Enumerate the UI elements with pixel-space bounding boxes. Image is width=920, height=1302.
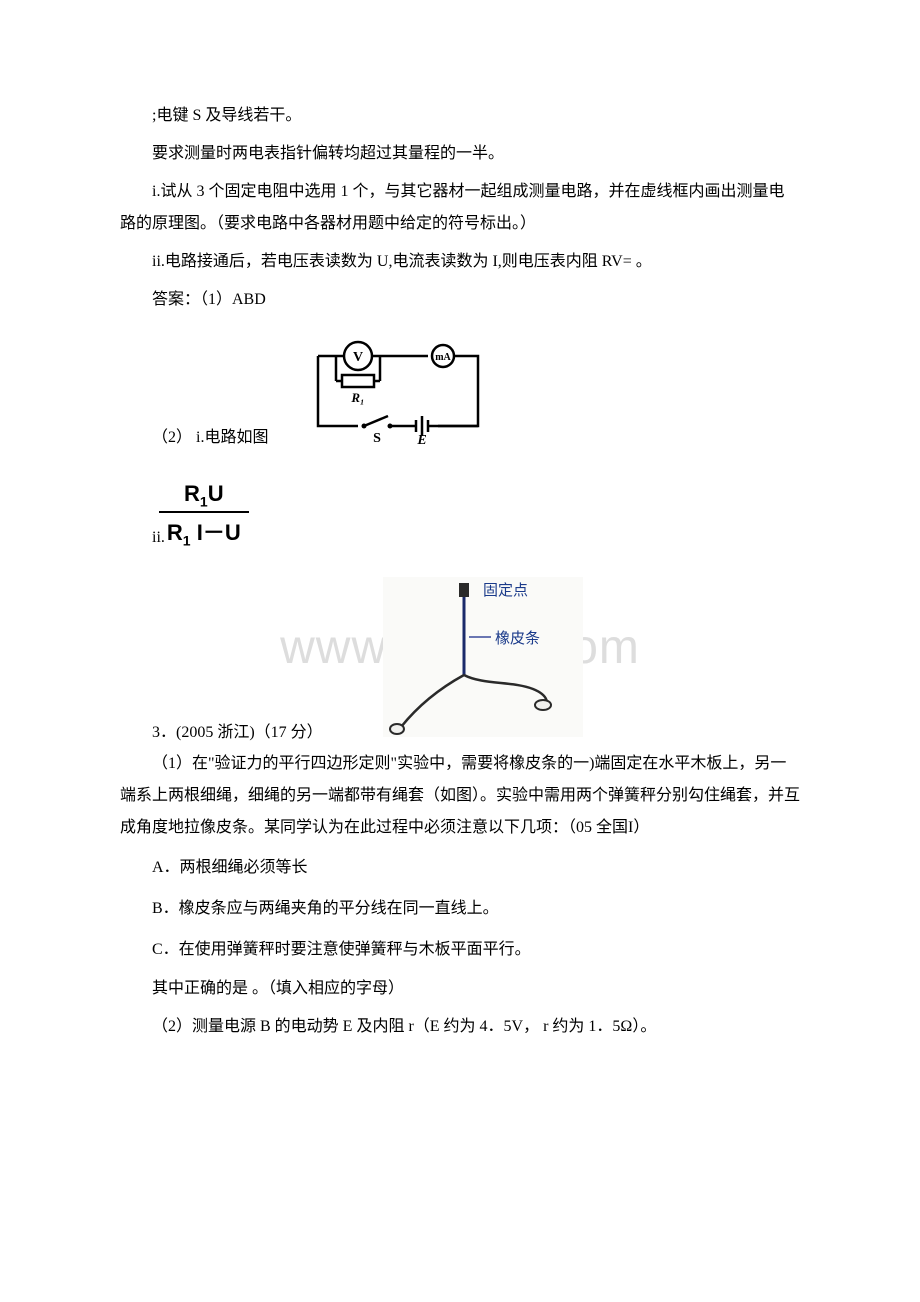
frac-u: U — [208, 481, 224, 506]
paragraph: ;电键 S 及导线若干。 — [120, 100, 800, 132]
rubber-band-label: 橡皮条 — [495, 630, 540, 647]
fraction-row: ii. R1U R1 I－U — [120, 481, 800, 547]
answer-line: 答案：（1）ABD — [120, 284, 800, 316]
battery-label: E — [417, 433, 427, 446]
option-b: B．橡皮条应与两绳夹角的平分线在同一直线上。 — [120, 891, 800, 926]
fixed-point-label: 固定点 — [483, 582, 528, 599]
switch-label: S — [374, 431, 382, 446]
frac-sub2: 1 — [183, 533, 191, 549]
rubber-diagram: 固定点 橡皮条 — [383, 577, 583, 742]
frac-sub: 1 — [200, 493, 208, 509]
paragraph: （2）测量电源 B 的电动势 E 及内阻 r（E 约为 4．5V， r 约为 1… — [120, 1011, 800, 1043]
paragraph: i.试从 3 个固定电阻中选用 1 个，与其它器材一起组成测量电路，并在虚线框内… — [120, 176, 800, 240]
paragraph: 其中正确的是 。（填入相应的字母） — [120, 973, 800, 1005]
frac-minus: － — [203, 520, 225, 545]
option-c: C．在使用弹簧秤时要注意使弹簧秤与木板平面平行。 — [120, 932, 800, 967]
paragraph: 要求测量时两电表指针偏转均超过其量程的一半。 — [120, 138, 800, 170]
fraction-numerator: R1U — [159, 481, 249, 513]
frac-r2: R — [167, 520, 183, 545]
circuit-label: （2） i.电路如图 — [120, 423, 268, 451]
frac-u2: U — [225, 520, 241, 545]
voltmeter-label: V — [353, 350, 363, 365]
fraction: R1U R1 I－U — [159, 481, 249, 549]
question-number: 3．(2005 浙江)（17 分） — [120, 718, 323, 742]
ammeter-label: mA — [436, 352, 452, 363]
paragraph: ii.电路接通后，若电压表读数为 U,电流表读数为 I,则电压表内阻 RV= 。 — [120, 246, 800, 278]
rubber-row: 3．(2005 浙江)（17 分） 固定点 橡皮条 — [120, 577, 800, 742]
paragraph: （1）在"验证力的平行四边形定则"实验中，需要将橡皮条的一)端固定在水平木板上，… — [120, 748, 800, 844]
circuit-row: （2） i.电路如图 V mA R₁ S — [120, 326, 800, 451]
frac-r: R — [184, 481, 200, 506]
circuit-diagram: V mA R₁ S E — [298, 326, 498, 451]
frac-i: I — [191, 520, 203, 545]
option-a: A．两根细绳必须等长 — [120, 850, 800, 885]
resistor-label: R₁ — [351, 390, 365, 405]
fraction-denominator: R1 I－U — [159, 513, 249, 548]
